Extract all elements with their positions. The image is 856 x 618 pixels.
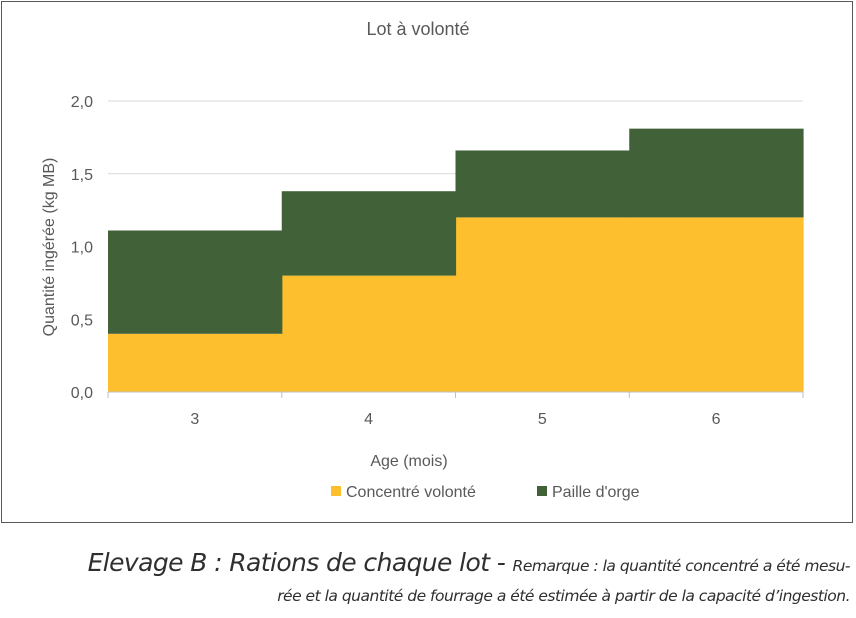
x-axis-title: Age (mois)	[370, 453, 447, 470]
caption-title: Elevage B : Rations de chaque lot -	[87, 548, 513, 577]
x-tick-label: 6	[712, 411, 721, 428]
y-tick-label: 1,0	[71, 240, 93, 257]
y-tick-label: 0,0	[71, 385, 93, 402]
area-segment-concentre	[629, 217, 804, 392]
y-tick-label: 1,5	[71, 167, 93, 184]
area-segment-concentre	[455, 217, 630, 392]
legend-swatch	[331, 486, 341, 496]
y-tick-label: 2,0	[71, 94, 93, 111]
chart-title: Lot à volonté	[366, 19, 469, 39]
area-segment-paille	[629, 128, 804, 218]
area-segment-concentre	[281, 275, 457, 392]
legend-label: Concentré volonté	[346, 484, 476, 501]
y-tick-label: 0,5	[71, 312, 93, 329]
caption-remark-line-2: rée et la quantité de fourrage a été est…	[277, 587, 850, 605]
area-segment-paille	[455, 150, 630, 218]
caption-line-1: Elevage B : Rations de chaque lot - Rema…	[0, 545, 851, 584]
x-tick-label: 4	[364, 411, 373, 428]
x-tick-label: 5	[538, 411, 547, 428]
area-segment-concentre	[108, 333, 283, 392]
legend-label: Paille d'orge	[552, 484, 640, 501]
legend-swatch	[537, 486, 547, 496]
area-segment-paille	[281, 191, 457, 276]
area-segment-paille	[108, 230, 283, 334]
stacked-step-area-chart: Lot à volonté 0,0 0,5 1,0 1,5 2,0 3 4 5 6 Age (moi…	[41, 19, 804, 501]
caption-remark-line-1: Remarque : la quantité concentré a été m…	[512, 557, 851, 575]
figure-caption: Elevage B : Rations de chaque lot - Rema…	[0, 545, 851, 608]
y-axis-title: Quantité ingérée (kg MB)	[41, 158, 58, 337]
x-tick-label: 3	[190, 411, 199, 428]
